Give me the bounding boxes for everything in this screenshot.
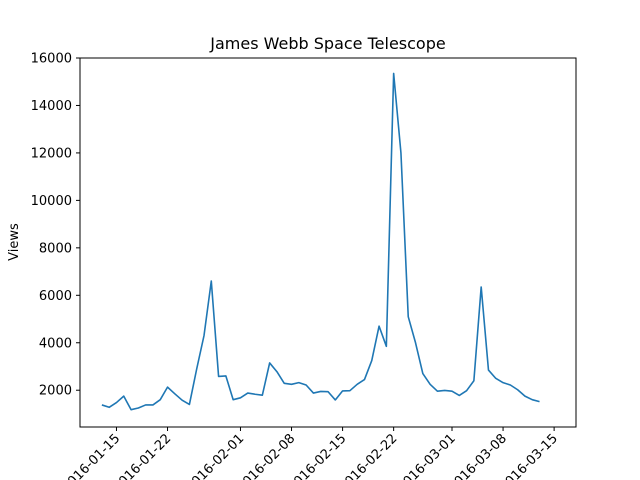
y-tick-label-12000: 12000 xyxy=(31,146,72,161)
y-tick-label-6000: 6000 xyxy=(39,289,72,304)
plot-frame xyxy=(79,57,577,428)
y-tick-label-4000: 4000 xyxy=(39,336,72,351)
y-tick-label-8000: 8000 xyxy=(39,241,72,256)
y-tick-label-10000: 10000 xyxy=(31,194,72,209)
y-tick-label-16000: 16000 xyxy=(31,52,72,67)
chart-title: James Webb Space Telescope xyxy=(209,34,445,53)
y-tick-label-14000: 14000 xyxy=(31,99,72,114)
y-axis-label: Views xyxy=(7,223,22,261)
y-tick-label-2000: 2000 xyxy=(39,384,72,399)
series-line-0 xyxy=(101,72,540,411)
